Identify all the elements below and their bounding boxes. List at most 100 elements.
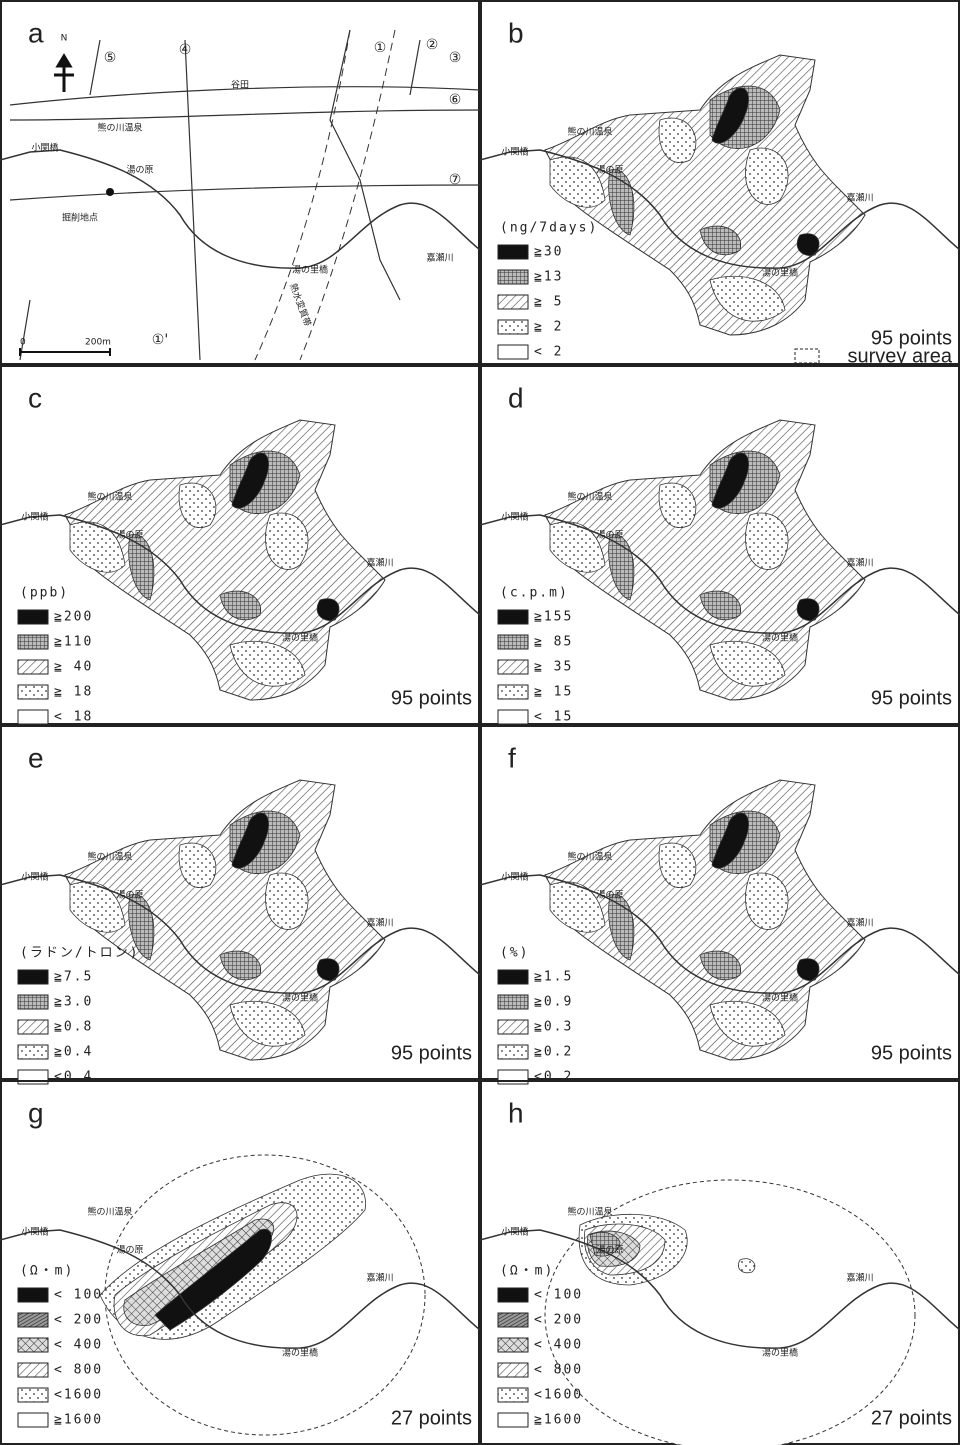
panel-letter: h — [508, 1097, 524, 1128]
panel-letter: d — [508, 382, 524, 413]
legend-swatch — [498, 1338, 528, 1352]
legend-swatch — [18, 685, 48, 699]
place-name: 嘉瀬川 — [846, 192, 873, 204]
points-label: 27 points — [871, 1407, 952, 1429]
legend-label: < 18 — [54, 710, 93, 725]
place-name: 湯の原 — [126, 165, 153, 176]
place-name: 嘉瀬川 — [846, 917, 873, 929]
legend-swatch — [18, 1413, 48, 1427]
legend-swatch — [18, 635, 48, 649]
drill-site — [106, 188, 114, 196]
legend-label: ≧3.0 — [54, 995, 93, 1010]
panel-letter: b — [508, 17, 524, 48]
river — [0, 150, 480, 268]
legend-swatch — [18, 1288, 48, 1302]
legend-swatch — [498, 295, 528, 309]
place-name: 嘉瀬川 — [366, 557, 393, 569]
place-name: 熊の川温泉 — [567, 1206, 612, 1218]
place-name: 小関橋 — [31, 142, 58, 154]
place-name: 掘削地点 — [62, 212, 98, 224]
legend-label: < 100 — [54, 1288, 103, 1303]
road — [185, 40, 200, 360]
legend-label: ≧200 — [54, 610, 93, 625]
zone — [745, 513, 788, 569]
legend-swatch — [498, 1045, 528, 1059]
legend-swatch — [498, 1413, 528, 1427]
place-name: 谷田 — [231, 80, 249, 91]
legend-swatch — [18, 660, 48, 674]
survey-area-key — [795, 349, 819, 363]
legend-swatch — [18, 995, 48, 1009]
legend-label: < 400 — [54, 1338, 103, 1353]
legend-swatch — [498, 635, 528, 649]
legend-swatch — [498, 1313, 528, 1327]
place-name: 熱水変質帯 — [287, 282, 314, 328]
place-name: 湯の里橋 — [282, 992, 318, 1004]
place-name: 熊の川温泉 — [567, 851, 612, 863]
panel-letter: a — [28, 17, 44, 48]
place-name: 小関橋 — [21, 1226, 48, 1238]
place-name: 小関橋 — [21, 511, 48, 523]
panel-border — [1, 1, 479, 364]
road — [410, 40, 420, 95]
zone — [738, 1259, 755, 1273]
marker: ⑥ — [449, 92, 462, 108]
legend-label: <1600 — [54, 1388, 103, 1403]
legend-unit: (c.p.m) — [500, 586, 569, 601]
panel: c熊の川温泉小関橋湯の原嘉瀬川湯の里橋(ppb)≧200≧110≧ 40≧ 18… — [0, 366, 480, 725]
legend-label: <0.2 — [534, 1070, 573, 1085]
points-label: 27 points — [391, 1407, 472, 1429]
legend-label: ≧0.3 — [534, 1020, 573, 1035]
place-name: 嘉瀬川 — [846, 1272, 873, 1284]
panel: h熊の川温泉小関橋湯の原嘉瀬川湯の里橋(Ω・m)< 100< 200< 400<… — [480, 1081, 960, 1445]
place-name: 湯の原 — [116, 530, 143, 541]
legend-swatch — [18, 710, 48, 724]
legend-label: < 100 — [534, 1288, 583, 1303]
points-label: 95 points — [391, 687, 472, 709]
marker: ①' — [152, 332, 168, 348]
zone — [745, 873, 788, 929]
legend-swatch — [498, 1020, 528, 1034]
legend-swatch — [498, 345, 528, 359]
legend-label: ≧0.2 — [534, 1045, 573, 1060]
north-label: N — [61, 34, 68, 44]
legend-swatch — [498, 685, 528, 699]
points-label: 95 points — [391, 1042, 472, 1064]
road — [10, 110, 480, 120]
legend-label: ≧1600 — [54, 1413, 103, 1428]
panel-letter: c — [28, 382, 42, 413]
place-name: 湯の里橋 — [282, 632, 318, 644]
place-name: 熊の川温泉 — [567, 491, 612, 503]
legend-swatch — [498, 610, 528, 624]
place-name: 湯の原 — [596, 890, 623, 901]
place-name: 嘉瀬川 — [366, 917, 393, 929]
place-name: 小関橋 — [501, 146, 528, 158]
legend-label: ≧1.5 — [534, 970, 573, 985]
panel: d熊の川温泉小関橋湯の原嘉瀬川湯の里橋(c.p.m)≧155≧ 85≧ 35≧ … — [480, 366, 960, 725]
legend-label: < 800 — [54, 1363, 103, 1378]
legend-label: <0.4 — [54, 1070, 93, 1085]
place-name: 熊の川温泉 — [97, 122, 142, 134]
alteration-zone — [255, 30, 395, 360]
zone — [265, 873, 308, 929]
legend-swatch — [18, 970, 48, 984]
legend-swatch — [498, 995, 528, 1009]
place-name: 湯の原 — [596, 530, 623, 541]
place-name: 湯の里橋 — [762, 267, 798, 279]
legend-unit: (ラドン/トロン) — [20, 946, 139, 961]
legend-swatch — [498, 1388, 528, 1402]
legend-label: < 400 — [534, 1338, 583, 1353]
legend-label: ≧ 15 — [534, 685, 573, 700]
legend-swatch — [498, 320, 528, 334]
marker: ④ — [179, 42, 192, 58]
legend-label: ≧7.5 — [54, 970, 93, 985]
panel: e熊の川温泉小関橋湯の原嘉瀬川湯の里橋(ラドン/トロン)≧7.5≧3.0≧0.8… — [0, 726, 480, 1085]
place-name: 嘉瀬川 — [846, 557, 873, 569]
legend-swatch — [18, 1338, 48, 1352]
legend-label: <1600 — [534, 1388, 583, 1403]
legend-label: ≧ 18 — [54, 685, 93, 700]
place-name: 小関橋 — [501, 1226, 528, 1238]
legend-label: ≧ 5 — [534, 295, 563, 310]
legend-swatch — [18, 610, 48, 624]
